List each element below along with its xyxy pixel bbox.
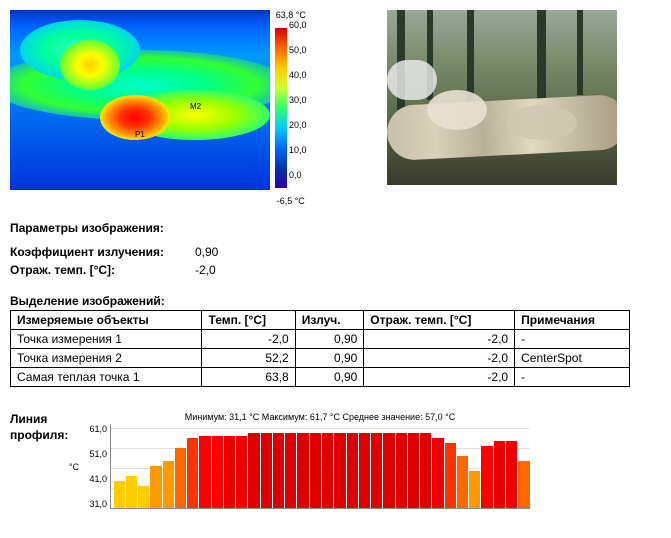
colorbar-ticks: 60,0 50,0 40,0 30,0 20,0 10,0 0,0 <box>289 20 307 180</box>
profile-bar <box>114 481 125 509</box>
profile-bar <box>297 433 308 508</box>
image-parameters: Параметры изображения: Коэффициент излуч… <box>10 221 661 279</box>
param-value: -2,0 <box>195 261 216 279</box>
profile-bar <box>199 436 210 509</box>
profile-bar <box>187 438 198 508</box>
ylabel: 41,0 <box>83 474 107 484</box>
table-row: Точка измерения 252,20,90-2,0CenterSpot <box>11 349 630 368</box>
profile-bar <box>224 436 235 509</box>
profile-bar <box>457 456 468 509</box>
profile-bar <box>126 476 137 509</box>
table-header: Отраж. темп. [°C] <box>364 311 515 330</box>
profile-bar <box>396 433 407 508</box>
table-cell: 0,90 <box>295 368 364 387</box>
table-cell: -2,0 <box>202 330 295 349</box>
profile-bar <box>138 486 149 509</box>
colorbar-tick: 0,0 <box>289 170 307 180</box>
table-header: Примечания <box>515 311 630 330</box>
param-row: Коэффициент излучения:0,90 <box>10 243 661 261</box>
ylabel: 51,0 <box>83 449 107 459</box>
profile-bar <box>236 436 247 509</box>
table-cell: 63,8 <box>202 368 295 387</box>
profile-bar <box>518 461 529 509</box>
table-cell: -2,0 <box>364 368 515 387</box>
profile-bar <box>150 466 161 509</box>
profile-bar <box>248 433 259 508</box>
profile-chart: Минимум: 31,1 °C Максимум: 61,7 °C Средн… <box>110 412 530 509</box>
profile-bar <box>359 433 370 508</box>
profile-bar <box>310 433 321 508</box>
table-cell: -2,0 <box>364 330 515 349</box>
table-cell: Самая теплая точка 1 <box>11 368 202 387</box>
param-label: Отраж. темп. [°C]: <box>10 261 195 279</box>
table-header: Темп. [°C] <box>202 311 295 330</box>
colorbar-max: 63,8 °C <box>276 10 306 20</box>
table-header: Излуч. <box>295 311 364 330</box>
profile-bar <box>408 433 419 508</box>
table-cell: 52,2 <box>202 349 295 368</box>
table-cell: Точка измерения 1 <box>11 330 202 349</box>
ylabel: 31,0 <box>83 499 107 509</box>
thermal-image: P1 M2 <box>10 10 270 190</box>
param-row: Отраж. темп. [°C]:-2,0 <box>10 261 661 279</box>
measurements-section: Выделение изображений: Измеряемые объект… <box>10 294 661 387</box>
profile-bar <box>383 433 394 508</box>
table-cell: 0,90 <box>295 349 364 368</box>
params-title: Параметры изображения: <box>10 221 661 235</box>
image-row: P1 M2 63,8 °C 60,0 50,0 40,0 30,0 20,0 10,0 0,… <box>10 10 661 206</box>
profile-bar <box>420 433 431 508</box>
table-cell: Точка измерения 2 <box>11 349 202 368</box>
profile-label: Линия профиля: <box>10 412 80 443</box>
thermal-panel: P1 M2 63,8 °C 60,0 50,0 40,0 30,0 20,0 10,0 0,… <box>10 10 307 206</box>
profile-bar <box>163 461 174 509</box>
colorbar-min: -6,5 °C <box>277 196 305 206</box>
profile-bar <box>261 433 272 508</box>
ylabel: 61,0 <box>83 424 107 434</box>
profile-bar <box>469 471 480 509</box>
profile-bar <box>494 441 505 509</box>
profile-stats: Минимум: 31,1 °C Максимум: 61,7 °C Средн… <box>110 412 530 422</box>
marker-p1: P1 <box>135 130 145 139</box>
param-label: Коэффициент излучения: <box>10 243 195 261</box>
profile-bar <box>212 436 223 509</box>
profile-bar <box>175 448 186 508</box>
profile-bar <box>334 433 345 508</box>
colorbar-tick: 20,0 <box>289 120 307 130</box>
table-header: Измеряемые объекты <box>11 311 202 330</box>
profile-bar <box>506 441 517 509</box>
photo-image <box>387 10 617 185</box>
profile-bar <box>347 433 358 508</box>
colorbar-tick: 10,0 <box>289 145 307 155</box>
profile-bar <box>481 446 492 509</box>
param-value: 0,90 <box>195 243 218 261</box>
profile-section: Линия профиля: Минимум: 31,1 °C Максимум… <box>10 412 661 509</box>
colorbar-tick: 60,0 <box>289 20 307 30</box>
profile-bar <box>285 433 296 508</box>
colorbar: 63,8 °C 60,0 50,0 40,0 30,0 20,0 10,0 0,0 -6,5… <box>275 10 307 206</box>
profile-ylabels: 61,0 51,0 41,0 31,0 <box>83 424 107 509</box>
profile-bar <box>371 433 382 508</box>
marker-m2: M2 <box>190 102 201 111</box>
table-title: Выделение изображений: <box>10 294 661 308</box>
colorbar-tick: 30,0 <box>289 95 307 105</box>
table-row: Точка измерения 1-2,00,90-2,0- <box>11 330 630 349</box>
colorbar-tick: 50,0 <box>289 45 307 55</box>
table-cell: 0,90 <box>295 330 364 349</box>
table-cell: -2,0 <box>364 349 515 368</box>
profile-yunit: °C <box>69 462 79 472</box>
table-row: Самая теплая точка 163,80,90-2,0- <box>11 368 630 387</box>
profile-bar <box>432 438 443 508</box>
profile-bars: °C 61,051,041,031,0 <box>110 424 530 509</box>
measurements-table: Измеряемые объектыТемп. [°C]Излуч.Отраж.… <box>10 310 630 387</box>
table-cell: CenterSpot <box>515 349 630 368</box>
table-cell: - <box>515 368 630 387</box>
profile-bar <box>273 433 284 508</box>
profile-bar <box>445 443 456 508</box>
colorbar-tick: 40,0 <box>289 70 307 80</box>
table-cell: - <box>515 330 630 349</box>
colorbar-gradient <box>275 28 287 188</box>
profile-bar <box>322 433 333 508</box>
